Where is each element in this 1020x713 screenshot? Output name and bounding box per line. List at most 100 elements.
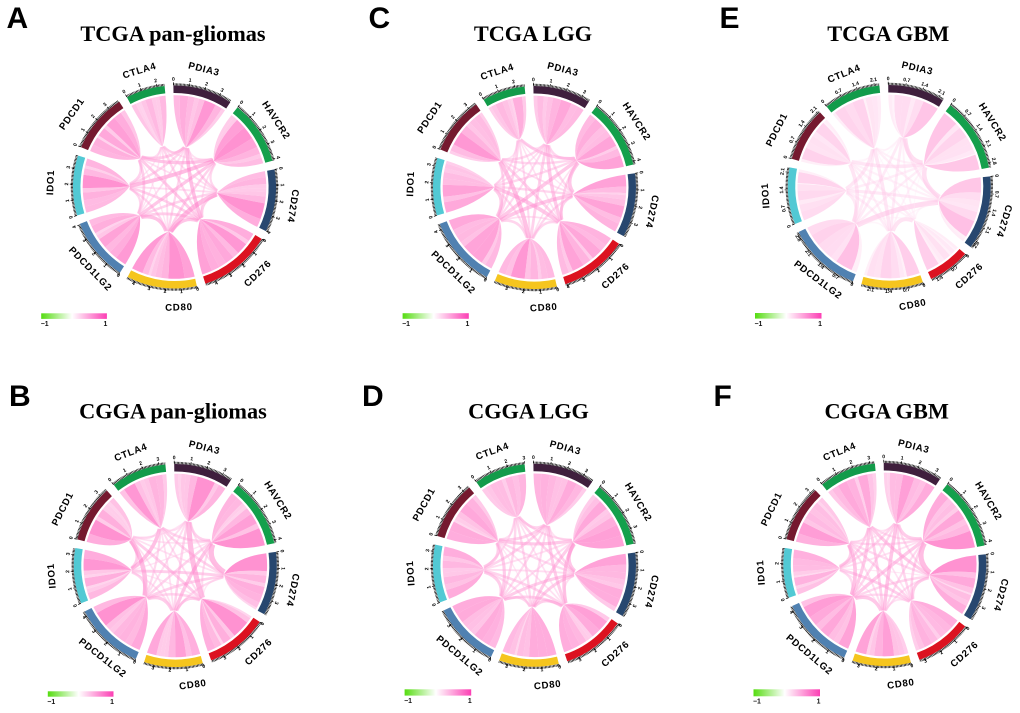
svg-text:1.4: 1.4 (798, 119, 807, 128)
svg-text:−1: −1 (41, 321, 49, 328)
svg-text:2: 2 (596, 268, 602, 275)
svg-text:−1: −1 (47, 699, 55, 706)
svg-text:CD80: CD80 (179, 678, 208, 693)
svg-text:0: 0 (965, 626, 972, 632)
svg-text:IDO1: IDO1 (405, 560, 418, 586)
svg-text:1: 1 (252, 251, 259, 257)
svg-text:2: 2 (424, 567, 430, 570)
svg-text:CGGA GBM: CGGA GBM (824, 398, 949, 423)
svg-text:1: 1 (249, 634, 255, 640)
svg-text:0: 0 (887, 76, 890, 82)
svg-text:−1: −1 (402, 321, 410, 328)
svg-text:0: 0 (132, 659, 137, 666)
svg-text:0: 0 (783, 155, 790, 160)
svg-text:1: 1 (818, 321, 822, 328)
svg-text:0: 0 (988, 552, 994, 556)
svg-text:3: 3 (222, 655, 227, 662)
svg-text:0: 0 (260, 621, 267, 627)
svg-text:0: 0 (786, 223, 793, 228)
svg-text:IDO1: IDO1 (46, 563, 59, 589)
svg-text:2: 2 (512, 79, 516, 85)
svg-text:1: 1 (549, 78, 553, 84)
svg-text:3: 3 (980, 605, 987, 610)
svg-text:1: 1 (190, 456, 194, 462)
svg-text:3: 3 (463, 102, 469, 109)
svg-text:2: 2 (522, 289, 526, 295)
svg-text:1: 1 (122, 467, 127, 474)
svg-text:0: 0 (778, 536, 785, 540)
svg-text:CD80: CD80 (530, 302, 558, 315)
svg-text:4: 4 (214, 280, 219, 287)
svg-text:0.7: 0.7 (963, 108, 972, 117)
svg-text:3: 3 (274, 216, 281, 221)
svg-text:0.7: 0.7 (788, 135, 797, 144)
svg-text:3: 3 (90, 629, 97, 635)
svg-text:3: 3 (631, 524, 638, 529)
svg-text:0.7: 0.7 (950, 264, 959, 273)
svg-text:0.7: 0.7 (834, 88, 843, 97)
svg-text:1: 1 (613, 492, 619, 498)
svg-text:0: 0 (122, 89, 127, 96)
svg-text:2: 2 (102, 641, 108, 647)
svg-text:3: 3 (632, 222, 639, 227)
svg-text:2: 2 (849, 459, 854, 466)
svg-text:2: 2 (457, 637, 463, 643)
svg-text:1: 1 (102, 263, 108, 269)
svg-text:4: 4 (788, 610, 795, 615)
svg-text:3: 3 (856, 663, 860, 670)
svg-text:0: 0 (638, 550, 644, 554)
svg-text:1.4: 1.4 (974, 123, 983, 132)
svg-text:IDO1: IDO1 (755, 559, 768, 585)
svg-text:0: 0 (993, 174, 999, 178)
svg-text:1: 1 (425, 198, 431, 202)
svg-text:2.1: 2.1 (984, 139, 992, 148)
svg-text:1: 1 (465, 321, 469, 328)
svg-text:1: 1 (784, 518, 791, 523)
svg-text:2: 2 (972, 504, 979, 510)
svg-text:4: 4 (635, 158, 642, 162)
svg-text:1: 1 (80, 127, 87, 133)
svg-text:3: 3 (981, 521, 988, 526)
svg-text:1: 1 (251, 490, 257, 496)
svg-text:1: 1 (104, 321, 108, 328)
svg-text:CGGA pan-gliomas: CGGA pan-gliomas (79, 398, 267, 423)
svg-text:1: 1 (817, 699, 821, 706)
svg-text:2: 2 (424, 181, 430, 184)
svg-text:3: 3 (269, 139, 276, 144)
svg-text:0: 0 (600, 479, 606, 486)
svg-text:0: 0 (910, 663, 914, 670)
svg-text:2: 2 (810, 638, 816, 644)
svg-text:2: 2 (636, 586, 642, 590)
svg-text:3: 3 (934, 467, 940, 474)
svg-text:2: 2 (874, 666, 878, 672)
svg-text:3: 3 (222, 467, 227, 474)
svg-text:1.4: 1.4 (885, 289, 892, 295)
svg-text:IDO1: IDO1 (405, 171, 417, 197)
svg-text:3: 3 (582, 89, 587, 96)
svg-text:IDO1: IDO1 (760, 183, 773, 209)
svg-text:3: 3 (583, 468, 589, 475)
svg-text:2.1: 2.1 (866, 287, 874, 294)
svg-text:0: 0 (115, 272, 121, 279)
svg-text:0: 0 (202, 664, 207, 671)
svg-text:0: 0 (532, 77, 535, 83)
svg-text:2: 2 (278, 200, 284, 204)
svg-text:2: 2 (620, 125, 627, 131)
svg-text:2: 2 (64, 182, 70, 185)
svg-text:2: 2 (939, 650, 945, 657)
svg-text:3: 3 (270, 519, 277, 524)
svg-text:F: F (714, 380, 732, 413)
svg-text:1: 1 (892, 666, 896, 672)
svg-text:1: 1 (116, 651, 122, 658)
svg-text:1.4: 1.4 (920, 81, 929, 89)
svg-text:1: 1 (67, 587, 74, 591)
svg-text:3: 3 (581, 277, 586, 284)
svg-text:2: 2 (623, 508, 630, 514)
svg-text:1: 1 (137, 82, 142, 89)
svg-text:3: 3 (94, 489, 100, 495)
svg-text:1: 1 (539, 290, 542, 296)
svg-text:3: 3 (273, 600, 280, 605)
svg-text:1.4: 1.4 (990, 208, 998, 216)
svg-text:0: 0 (532, 455, 535, 461)
svg-text:CD80: CD80 (898, 297, 927, 313)
